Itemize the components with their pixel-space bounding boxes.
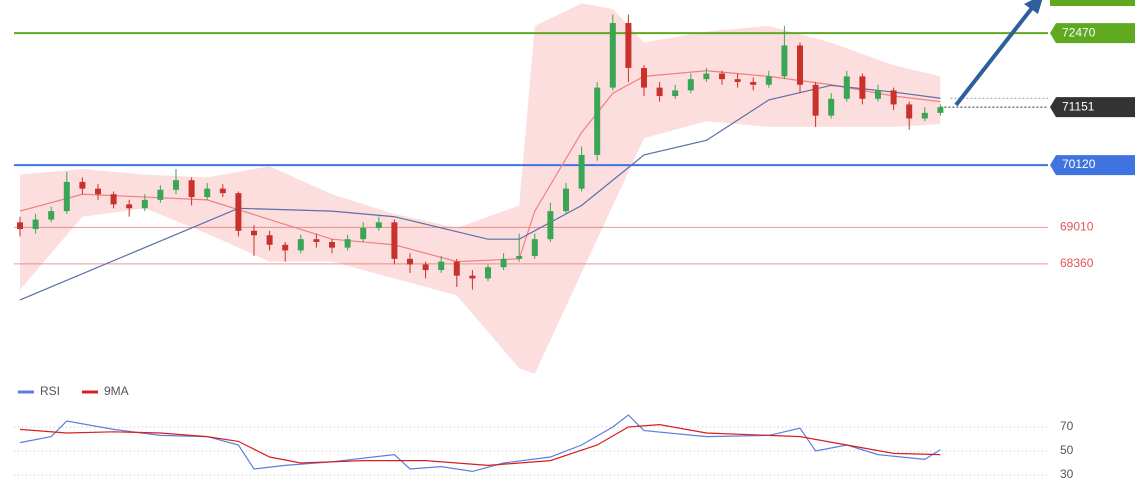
legend-label: RSI	[40, 384, 60, 398]
candle-body	[110, 194, 117, 205]
level-box	[1050, 97, 1135, 118]
candle-body	[656, 87, 663, 97]
candle-body	[313, 239, 320, 242]
level-label: 72470	[1062, 25, 1096, 39]
candle-body	[516, 256, 523, 259]
candle-body	[719, 73, 725, 80]
levels-layer: 72470 71151 70120 69010 68360	[14, 23, 1135, 270]
clipped-level-box	[1050, 0, 1135, 6]
legend-label: 9MA	[104, 384, 129, 398]
candle-body	[734, 79, 741, 82]
rsi-layer: 70 50 30 RSI 9MA	[14, 384, 1074, 481]
candle-body	[469, 275, 476, 279]
arrow-head	[1024, 0, 1043, 14]
rsi-tick-label: 50	[1060, 443, 1074, 457]
candle-body	[797, 45, 803, 85]
candle-body	[921, 112, 928, 119]
level-label: 71151	[1062, 99, 1095, 113]
candle-body	[126, 204, 133, 209]
candle-body	[235, 193, 242, 231]
candle-body	[422, 264, 429, 271]
candle-body	[157, 189, 164, 200]
candle-body	[890, 90, 897, 105]
level-box	[1050, 23, 1135, 44]
level-label: 68360	[1060, 256, 1094, 270]
candle-body	[375, 222, 382, 228]
candle-body	[63, 181, 70, 212]
candle-body	[407, 258, 413, 265]
candles-layer	[17, 14, 944, 290]
candle-body	[641, 67, 647, 88]
candle-body	[360, 227, 367, 240]
candle-body	[859, 76, 866, 99]
candle-body	[578, 154, 585, 189]
candle-body	[843, 76, 850, 99]
candle-body	[672, 90, 679, 97]
candle-body	[251, 230, 257, 236]
candle-body	[282, 244, 289, 251]
rsi-series-line	[19, 414, 941, 473]
candle-body	[141, 199, 148, 209]
candle-body	[95, 188, 101, 195]
candle-body	[812, 84, 819, 116]
candle-body	[875, 90, 881, 99]
candle-body	[485, 267, 491, 279]
candle-body	[48, 211, 55, 220]
candle-body	[344, 239, 351, 248]
level-label: 69010	[1060, 220, 1094, 234]
candle-body	[703, 73, 710, 80]
candle-body	[500, 258, 507, 268]
level-box	[1050, 155, 1135, 176]
candle-body	[204, 188, 211, 198]
candle-body	[266, 235, 273, 245]
candle-body	[547, 211, 554, 240]
candle-body	[219, 188, 226, 194]
candle-body	[32, 219, 39, 230]
arrow-shaft	[954, 6, 1034, 107]
trend-arrow	[954, 0, 1043, 107]
candle-body	[79, 181, 86, 189]
candle-body	[781, 45, 788, 77]
candle-body	[531, 239, 538, 257]
candle-body	[937, 107, 944, 113]
slow-ma-line	[19, 84, 941, 301]
rsi-series-line	[19, 423, 941, 467]
candle-body	[687, 79, 694, 91]
bollinger-band	[20, 3, 941, 374]
candle-body	[750, 81, 757, 85]
candle-body	[438, 261, 445, 271]
candle-body	[828, 98, 835, 116]
rsi-tick-label: 30	[1060, 467, 1074, 481]
candle-body	[173, 180, 179, 190]
candle-body	[609, 23, 616, 88]
candle-body	[563, 188, 569, 212]
lines-layer	[19, 70, 941, 301]
candle-body	[329, 241, 335, 248]
candle-body	[17, 222, 23, 230]
candle-body	[453, 261, 460, 276]
candle-body	[765, 76, 772, 85]
candle-body	[297, 239, 304, 251]
candle-body	[391, 222, 398, 259]
level-label: 70120	[1062, 157, 1096, 171]
candle-body	[188, 180, 195, 198]
candle-body	[906, 104, 913, 119]
candle-body	[625, 23, 632, 68]
candle-body	[594, 87, 601, 155]
band-layer	[20, 3, 941, 374]
rsi-tick-label: 70	[1060, 419, 1074, 433]
